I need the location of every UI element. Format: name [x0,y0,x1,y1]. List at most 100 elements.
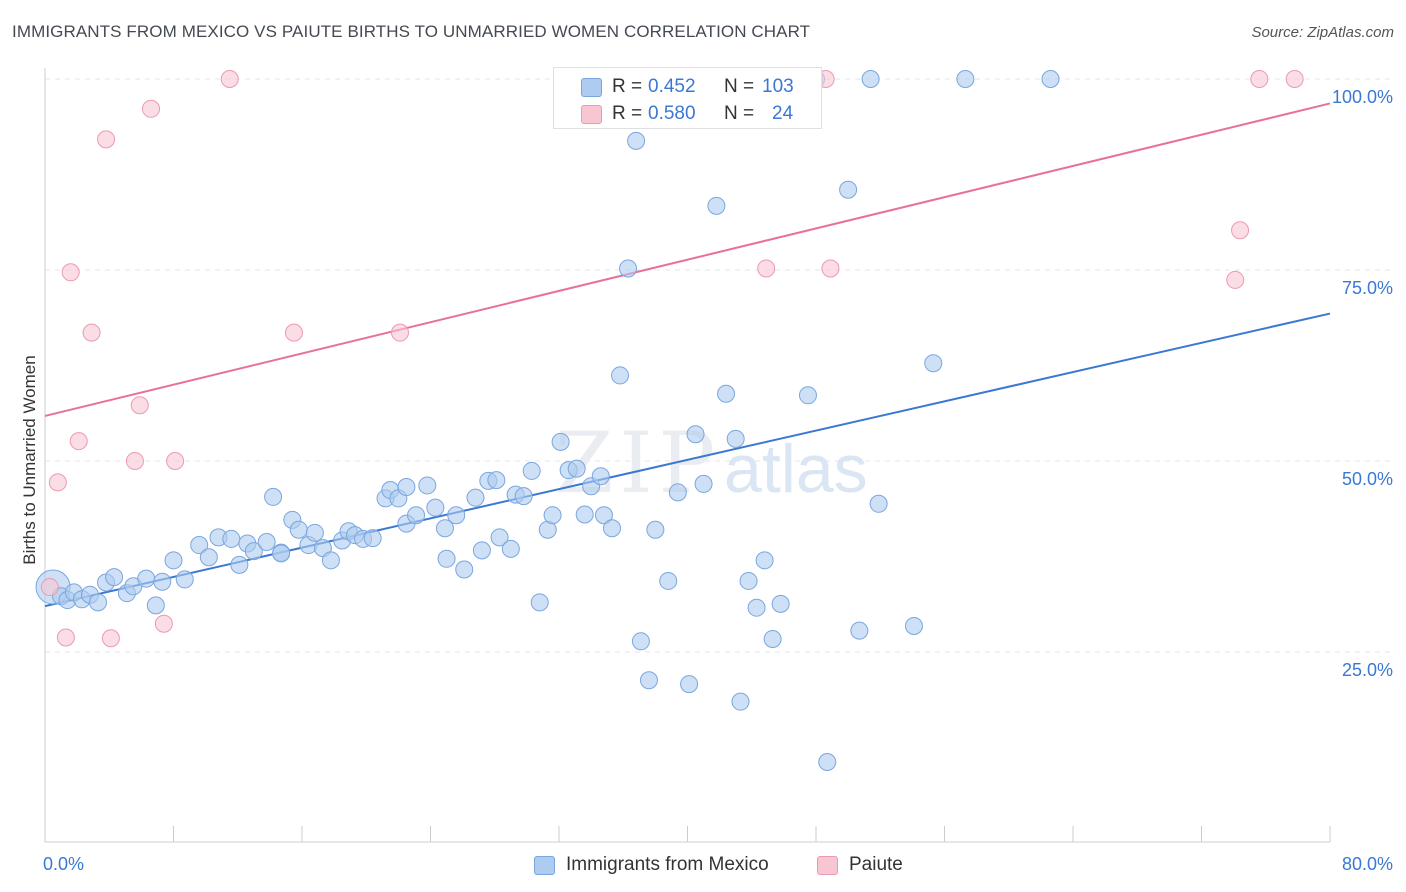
data-point-paiute [390,323,409,342]
data-point-mexico [551,432,570,451]
data-point-mexico [407,506,426,525]
data-point-paiute [125,452,144,470]
legend-swatch-pink [817,855,838,875]
data-point-mexico [631,632,650,651]
data-point-mexico [850,621,869,640]
data-point-mexico [501,539,520,558]
data-point-paiute [56,628,75,647]
data-point-mexico [153,572,172,591]
data-point-mexico [363,529,382,548]
data-point-mexico [567,459,586,478]
legend-n-label: N = [724,76,755,97]
data-point-mexico [321,551,340,570]
data-point-mexico [686,425,705,444]
watermark-atlas: atlas [724,431,868,507]
trend-line-paiute [44,102,1331,417]
data-point-mexico [418,476,437,495]
trend-lines [44,102,1331,608]
data-point-paiute [142,99,161,118]
axes [44,68,1331,843]
data-point-mexico [839,180,858,199]
data-point-paiute [1231,221,1250,240]
data-point-paiute [821,259,840,278]
data-point-mexico [594,506,613,525]
data-point-mexico [694,474,713,493]
data-point-mexico [530,593,549,612]
source-label: Source: ZipAtlas.com [1251,24,1394,41]
data-point-mexico [514,487,533,506]
data-point-mexico [487,471,506,490]
data-point-mexico [455,560,474,579]
legend-swatch-blue [534,855,555,875]
data-point-mexico [798,386,817,405]
y-tick-label: 100.0% [1332,87,1393,107]
correlation-legend: R = 0.452 N = 103 R = 0.580 N = 24 [553,67,822,129]
data-point-mexico [1041,70,1060,88]
x-tick-label-min: 0.0% [43,854,84,874]
legend-label-paiute: Paiute [849,854,903,875]
legend-n-label: N = [724,103,755,124]
legend-swatch-blue [581,77,602,97]
data-point-mexico [437,549,456,568]
data-point-mexico [861,70,880,88]
data-point-paiute [61,263,80,282]
watermark: ZIP atlas [555,414,868,512]
data-point-mexico [164,551,183,570]
data-point-paiute [154,614,173,633]
data-point-mexico [146,596,165,615]
data-point-mexico [619,259,638,278]
data-point-mexico [639,671,658,690]
data-point-mexico [726,429,745,448]
data-point-mexico [591,467,610,486]
x-tick-label-max: 80.0% [1342,854,1393,874]
data-point-mexico [175,570,194,589]
data-point-paiute [40,578,59,597]
data-point-mexico [731,692,750,711]
data-point-paiute [284,323,303,342]
legend-r-value: 0.452 [648,76,696,97]
data-point-mexico [680,675,699,694]
y-axis-label: Births to Unmarried Women [20,355,39,565]
data-point-mexico [869,494,888,513]
series-immigrants-from-mexico [35,70,1060,772]
legend-label-mexico: Immigrants from Mexico [566,854,769,875]
data-point-mexico [575,505,594,524]
y-tick-label: 75.0% [1342,278,1393,298]
data-point-mexico [611,366,630,385]
grid [45,78,1395,653]
data-point-mexico [190,536,209,555]
data-point-paiute [757,259,776,278]
data-point-mexico [763,630,782,649]
data-point-mexico [771,594,790,613]
data-point-mexico [105,568,124,587]
data-point-mexico [230,555,249,574]
data-point-mexico [264,487,283,506]
legend-item-mexico: Immigrants from Mexico [534,852,769,878]
data-point-mexico [659,571,678,590]
data-point-mexico [466,488,485,507]
y-tick-label: 25.0% [1342,660,1393,680]
data-point-mexico [305,523,324,542]
data-point-mexico [646,520,665,539]
data-point-mexico [397,477,416,496]
data-point-mexico [956,70,975,88]
data-point-mexico [904,617,923,636]
data-point-paiute [166,452,185,470]
legend-swatch-pink [581,104,602,124]
chart-title: IMMIGRANTS FROM MEXICO VS PAIUTE BIRTHS … [12,22,811,41]
data-point-paiute [220,70,239,88]
y-axis-label-wrap: Births to Unmarried Women [16,150,44,770]
series-paiute [40,70,1304,648]
data-point-mexico [490,528,509,547]
data-point-mexico [272,544,291,563]
legend-item-paiute: Paiute [817,852,903,878]
data-point-mexico [627,131,646,150]
legend-r-value: 0.580 [648,103,696,124]
data-point-mexico [289,520,308,539]
legend-n-value: 24 [772,103,794,124]
data-point-paiute [69,432,88,451]
data-point-mexico [89,593,108,612]
data-point-mexico [747,598,766,617]
legend-r-label: R = [612,76,643,97]
data-point-mexico [199,548,218,567]
